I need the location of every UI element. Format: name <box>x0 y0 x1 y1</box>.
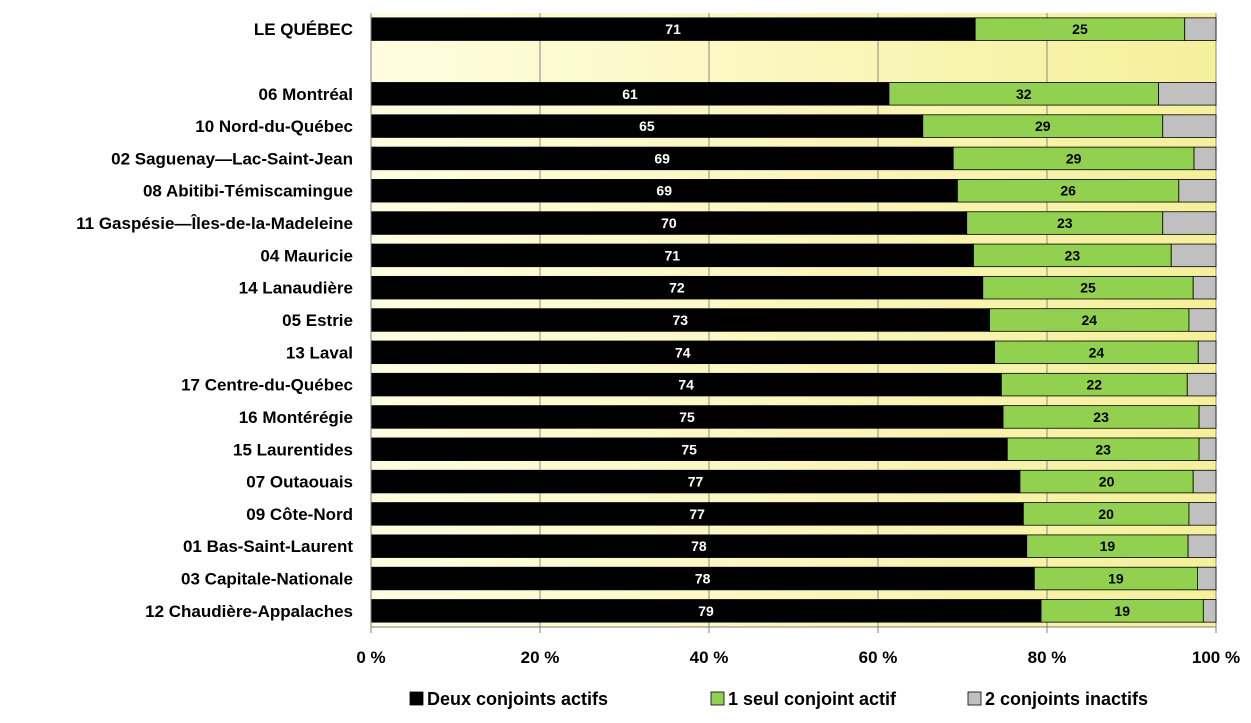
data-label: 65 <box>639 118 655 134</box>
bar-2-conjoints-inactifs <box>1162 211 1217 235</box>
data-label: 78 <box>695 571 711 587</box>
data-label: 74 <box>675 344 691 360</box>
category-label: 02 Saguenay—Lac-Saint-Jean <box>111 149 353 168</box>
data-label: 19 <box>1100 538 1116 554</box>
data-label: 78 <box>691 538 707 554</box>
data-label: 79 <box>698 603 714 619</box>
category-label: 08 Abitibi-Témiscamingue <box>143 182 353 201</box>
x-axis: 0 % 20 % 40 % 60 % 80 % 100 % <box>356 13 1240 667</box>
bar-2-conjoints-inactifs <box>1158 82 1217 106</box>
data-label: 20 <box>1099 474 1115 490</box>
bar-2-conjoints-inactifs <box>1184 17 1217 41</box>
category-label: 10 Nord-du-Québec <box>195 117 353 136</box>
data-label: 70 <box>661 215 677 231</box>
bar-2-conjoints-inactifs <box>1162 114 1217 138</box>
data-label: 77 <box>689 506 705 522</box>
data-label: 73 <box>672 312 688 328</box>
data-label: 72 <box>669 280 685 296</box>
legend-swatch-deux-conjoints-actifs[interactable] <box>409 691 424 706</box>
category-label: 05 Estrie <box>282 311 353 330</box>
category-label: 09 Côte-Nord <box>246 505 353 524</box>
x-tick-label: 80 % <box>1028 648 1067 667</box>
legend-label-1-seul-conjoint-actif[interactable]: 1 seul conjoint actif <box>728 689 897 709</box>
data-label: 69 <box>654 150 670 166</box>
data-label: 25 <box>1072 21 1088 37</box>
data-label: 29 <box>1035 118 1051 134</box>
bar-2-conjoints-inactifs <box>1187 534 1217 558</box>
x-tick-label: 60 % <box>859 648 898 667</box>
x-tick-label: 0 % <box>356 648 385 667</box>
category-label: 07 Outaouais <box>246 473 353 492</box>
data-label: 24 <box>1089 344 1105 360</box>
data-label: 75 <box>681 441 697 457</box>
category-label: 11 Gaspésie—Îles-de-la-Madeleine <box>76 214 353 233</box>
category-label: 03 Capitale-Nationale <box>181 570 353 589</box>
category-label: 17 Centre-du-Québec <box>181 376 353 395</box>
data-label: 25 <box>1080 280 1096 296</box>
data-labels: 71 25 61 32 65 29 69 29 69 26 70 23 71 23 72 25 73 24 74 24… <box>622 21 1130 619</box>
bar-2-conjoints-inactifs <box>1170 243 1217 268</box>
category-label: 01 Bas-Saint-Laurent <box>183 537 353 556</box>
data-label: 23 <box>1093 409 1109 425</box>
data-label: 23 <box>1057 215 1073 231</box>
category-label: 15 Laurentides <box>233 440 353 459</box>
bar-2-conjoints-inactifs <box>1197 340 1217 365</box>
data-label: 19 <box>1114 603 1130 619</box>
bar-2-conjoints-inactifs <box>1202 599 1217 623</box>
category-label: 14 Lanaudière <box>239 279 353 298</box>
bar-2-conjoints-inactifs <box>1178 179 1217 203</box>
data-label: 23 <box>1095 441 1111 457</box>
category-label: 13 Laval <box>286 343 353 362</box>
data-label: 32 <box>1016 86 1032 102</box>
legend-label-deux-conjoints-actifs[interactable]: Deux conjoints actifs <box>427 689 608 709</box>
data-label: 77 <box>688 474 704 490</box>
data-label: 29 <box>1066 150 1082 166</box>
data-label: 19 <box>1108 571 1124 587</box>
data-label: 74 <box>678 377 694 393</box>
bar-2-conjoints-inactifs <box>1197 566 1217 591</box>
data-label: 75 <box>679 409 695 425</box>
bar-2-conjoints-inactifs <box>1188 502 1217 526</box>
legend-label-2-conjoints-inactifs[interactable]: 2 conjoints inactifs <box>985 689 1148 709</box>
data-label: 69 <box>656 183 672 199</box>
data-label: 61 <box>622 86 638 102</box>
bar-2-conjoints-inactifs <box>1186 372 1217 397</box>
data-label: 23 <box>1065 247 1081 263</box>
bar-2-conjoints-inactifs <box>1198 405 1217 429</box>
category-label: LE QUÉBEC <box>254 20 353 39</box>
data-label: 20 <box>1098 506 1114 522</box>
x-tick-label: 100 % <box>1192 648 1240 667</box>
data-label: 22 <box>1087 377 1103 393</box>
data-label: 24 <box>1081 312 1097 328</box>
legend-swatch-1-seul-conjoint-actif[interactable] <box>710 691 725 706</box>
legend-swatch-2-conjoints-inactifs[interactable] <box>967 691 982 706</box>
bar-2-conjoints-inactifs <box>1192 469 1217 494</box>
data-label: 71 <box>665 21 681 37</box>
category-label: 04 Mauricie <box>260 246 353 265</box>
category-labels: LE QUÉBEC 06 Montréal 10 Nord-du-Québec 02 … <box>76 20 353 621</box>
x-tick-label: 40 % <box>690 648 729 667</box>
bar-2-conjoints-inactifs <box>1193 146 1217 171</box>
category-label: 16 Montérégie <box>239 408 353 427</box>
legend[interactable]: Deux conjoints actifs 1 seul conjoint act… <box>409 689 1148 709</box>
bar-2-conjoints-inactifs <box>1188 308 1217 332</box>
bar-2-conjoints-inactifs <box>1192 275 1217 300</box>
bars <box>370 17 1217 623</box>
x-tick-label: 20 % <box>521 648 560 667</box>
category-label: 06 Montréal <box>259 85 353 104</box>
category-label: 12 Chaudière-Appalaches <box>145 602 353 621</box>
data-label: 26 <box>1060 183 1076 199</box>
bar-2-conjoints-inactifs <box>1198 437 1217 461</box>
data-label: 71 <box>664 247 680 263</box>
